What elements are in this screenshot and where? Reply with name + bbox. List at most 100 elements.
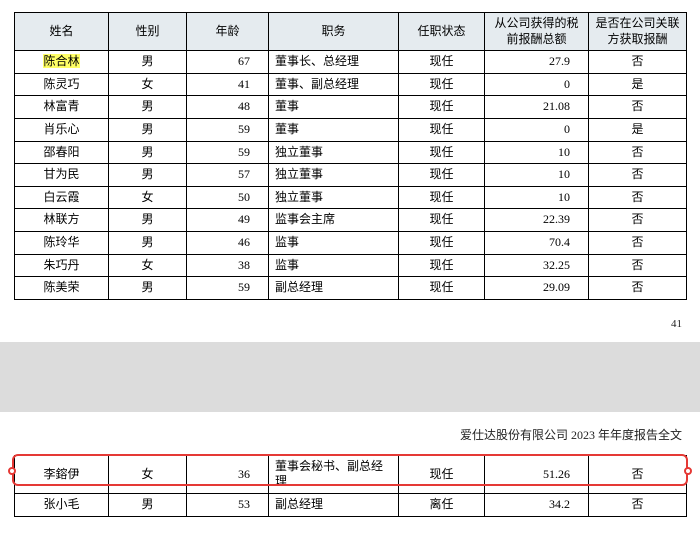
cell-gender: 男 [109,118,187,141]
cell-position: 监事 [269,254,399,277]
cell-name: 朱巧丹 [15,254,109,277]
cell-age: 48 [187,96,269,119]
cell-name: 邵春阳 [15,141,109,164]
cell-name: 陈合林 [15,51,109,74]
table-header: 姓名 性别 年龄 职务 任职状态 从公司获得的税前报酬总额 是否在公司关联方获取… [15,13,687,51]
cell-related: 是 [589,118,687,141]
cell-compensation: 10 [485,141,589,164]
cell-age: 41 [187,73,269,96]
table-row: 白云霞女50独立董事现任10否 [15,186,687,209]
cell-status: 现任 [399,51,485,74]
cell-status: 现任 [399,118,485,141]
cell-status: 现任 [399,186,485,209]
cell-compensation: 51.26 [485,455,589,493]
col-name-header: 姓名 [15,13,109,51]
page-gap [0,342,700,412]
cell-status: 现任 [399,254,485,277]
cell-status: 现任 [399,141,485,164]
cell-name: 林富青 [15,96,109,119]
cell-position: 独立董事 [269,164,399,187]
cell-position: 副总经理 [269,493,399,516]
cell-name: 张小毛 [15,493,109,516]
table-row: 张小毛男53副总经理离任34.2否 [15,493,687,516]
page-number: 41 [14,300,686,330]
cell-compensation: 0 [485,118,589,141]
highlight-handle-right [684,467,692,475]
cell-gender: 女 [109,254,187,277]
cell-gender: 男 [109,231,187,254]
col-related-header: 是否在公司关联方获取报酬 [589,13,687,51]
cell-status: 离任 [399,493,485,516]
cell-position: 董事、副总经理 [269,73,399,96]
highlighted-name: 陈合林 [43,54,79,68]
cell-status: 现任 [399,209,485,232]
cell-name: 陈美荣 [15,277,109,300]
cell-related: 否 [589,455,687,493]
cell-age: 50 [187,186,269,209]
page-2: 爱仕达股份有限公司 2023 年年度报告全文 李鎔伊女36董事会秘书、副总经理现… [0,412,700,529]
cell-gender: 女 [109,186,187,209]
cell-compensation: 10 [485,164,589,187]
cell-compensation: 70.4 [485,231,589,254]
table-row: 邵春阳男59独立董事现任10否 [15,141,687,164]
cell-gender: 男 [109,209,187,232]
cell-gender: 男 [109,96,187,119]
cell-status: 现任 [399,277,485,300]
cell-compensation: 21.08 [485,96,589,119]
table-row: 肖乐心男59董事现任0是 [15,118,687,141]
col-age-header: 年龄 [187,13,269,51]
cell-related: 否 [589,493,687,516]
cell-name: 林联方 [15,209,109,232]
cell-status: 现任 [399,164,485,187]
cell-compensation: 34.2 [485,493,589,516]
cell-position: 独立董事 [269,141,399,164]
report-caption: 爱仕达股份有限公司 2023 年年度报告全文 [14,426,686,455]
compensation-table-2: 李鎔伊女36董事会秘书、副总经理现任51.26否张小毛男53副总经理离任34.2… [14,455,687,517]
table-row: 陈灵巧女41董事、副总经理现任0是 [15,73,687,96]
cell-related: 否 [589,231,687,254]
cell-position: 董事 [269,96,399,119]
cell-related: 是 [589,73,687,96]
cell-age: 38 [187,254,269,277]
cell-related: 否 [589,186,687,209]
cell-name: 甘为民 [15,164,109,187]
cell-gender: 女 [109,73,187,96]
cell-position: 董事会秘书、副总经理 [269,455,399,493]
cell-age: 53 [187,493,269,516]
table-row: 林富青男48董事现任21.08否 [15,96,687,119]
cell-position: 董事长、总经理 [269,51,399,74]
cell-compensation: 29.09 [485,277,589,300]
table-row: 朱巧丹女38监事现任32.25否 [15,254,687,277]
cell-age: 57 [187,164,269,187]
cell-related: 否 [589,51,687,74]
cell-age: 67 [187,51,269,74]
table-row: 陈美荣男59副总经理现任29.09否 [15,277,687,300]
cell-gender: 男 [109,164,187,187]
cell-compensation: 32.25 [485,254,589,277]
cell-compensation: 22.39 [485,209,589,232]
cell-position: 独立董事 [269,186,399,209]
cell-name: 肖乐心 [15,118,109,141]
cell-related: 否 [589,96,687,119]
col-compensation-header: 从公司获得的税前报酬总额 [485,13,589,51]
cell-gender: 男 [109,51,187,74]
cell-age: 59 [187,118,269,141]
cell-related: 否 [589,277,687,300]
col-position-header: 职务 [269,13,399,51]
cell-related: 否 [589,209,687,232]
cell-gender: 男 [109,277,187,300]
cell-age: 36 [187,455,269,493]
cell-related: 否 [589,164,687,187]
compensation-table-1: 姓名 性别 年龄 职务 任职状态 从公司获得的税前报酬总额 是否在公司关联方获取… [14,12,687,300]
cell-position: 监事会主席 [269,209,399,232]
cell-name: 陈灵巧 [15,73,109,96]
table-row: 甘为民男57独立董事现任10否 [15,164,687,187]
cell-status: 现任 [399,73,485,96]
cell-age: 49 [187,209,269,232]
cell-age: 46 [187,231,269,254]
table-row: 李鎔伊女36董事会秘书、副总经理现任51.26否 [15,455,687,493]
col-status-header: 任职状态 [399,13,485,51]
cell-name: 李鎔伊 [15,455,109,493]
cell-gender: 男 [109,493,187,516]
cell-gender: 男 [109,141,187,164]
